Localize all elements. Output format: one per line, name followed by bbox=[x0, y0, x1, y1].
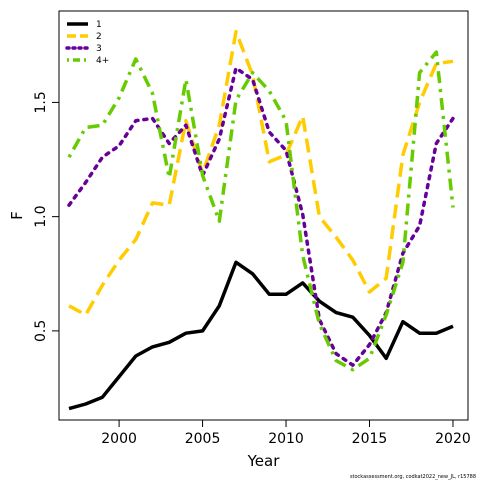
y-tick-label: 0.5 bbox=[33, 320, 49, 342]
x-tick-label: 2000 bbox=[101, 431, 137, 447]
y-tick-label: 1.0 bbox=[33, 206, 49, 228]
y-axis: 0.5 1.0 1.5 bbox=[33, 91, 59, 342]
watermark-text: stockassessment.org, codkat2022_new_JL, … bbox=[350, 474, 476, 480]
legend-label: 3 bbox=[96, 44, 102, 54]
legend-label: 1 bbox=[96, 20, 102, 30]
legend: 1 2 3 4+ bbox=[65, 20, 109, 66]
y-tick-label: 1.5 bbox=[33, 91, 49, 113]
x-tick-label: 2015 bbox=[352, 431, 388, 447]
series-line-1 bbox=[68, 260, 454, 411]
y-axis-title: F bbox=[8, 211, 26, 220]
legend-label: 4+ bbox=[96, 56, 109, 66]
legend-label: 2 bbox=[96, 32, 102, 42]
series-line-4plus bbox=[67, 50, 455, 372]
series-line-2 bbox=[68, 29, 454, 317]
x-tick-label: 2005 bbox=[185, 431, 221, 447]
x-tick-label: 2020 bbox=[435, 431, 471, 447]
plot-frame bbox=[58, 10, 469, 421]
series-lines bbox=[67, 29, 455, 411]
x-tick-label: 2010 bbox=[268, 431, 304, 447]
x-axis-title: Year bbox=[247, 452, 281, 470]
x-axis: 2000 2005 2010 2015 2020 bbox=[101, 420, 471, 447]
